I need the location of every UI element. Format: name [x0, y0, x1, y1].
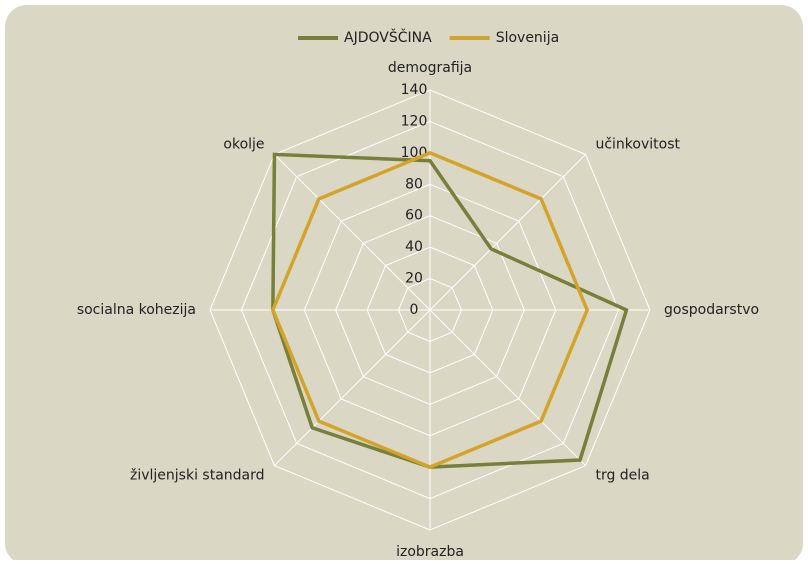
axis-label: življenjski standard [130, 467, 265, 483]
spoke [429, 154, 586, 311]
legend-label: AJDOVŠČINA [344, 28, 432, 46]
tick-label: 40 [405, 239, 423, 255]
axis-label: socialna kohezija [77, 302, 196, 318]
axis-label: okolje [223, 137, 264, 153]
series-line [270, 150, 590, 470]
tick-label: 140 [401, 82, 428, 98]
tick-label: 60 [405, 208, 423, 224]
tick-label: 20 [405, 271, 423, 287]
axis-label: trg dela [595, 467, 649, 483]
spoke [429, 309, 586, 466]
axis-label: gospodarstvo [664, 302, 759, 318]
tick-label: 0 [410, 302, 419, 318]
tick-label: 80 [405, 176, 423, 192]
spoke [274, 309, 431, 466]
legend-label: Slovenija [496, 30, 559, 46]
axis-label: učinkovitost [595, 137, 680, 153]
tick-label: 120 [401, 113, 428, 129]
spoke [274, 154, 431, 311]
axis-label: izobrazba [396, 544, 464, 560]
axis-label: demografija [388, 60, 472, 76]
